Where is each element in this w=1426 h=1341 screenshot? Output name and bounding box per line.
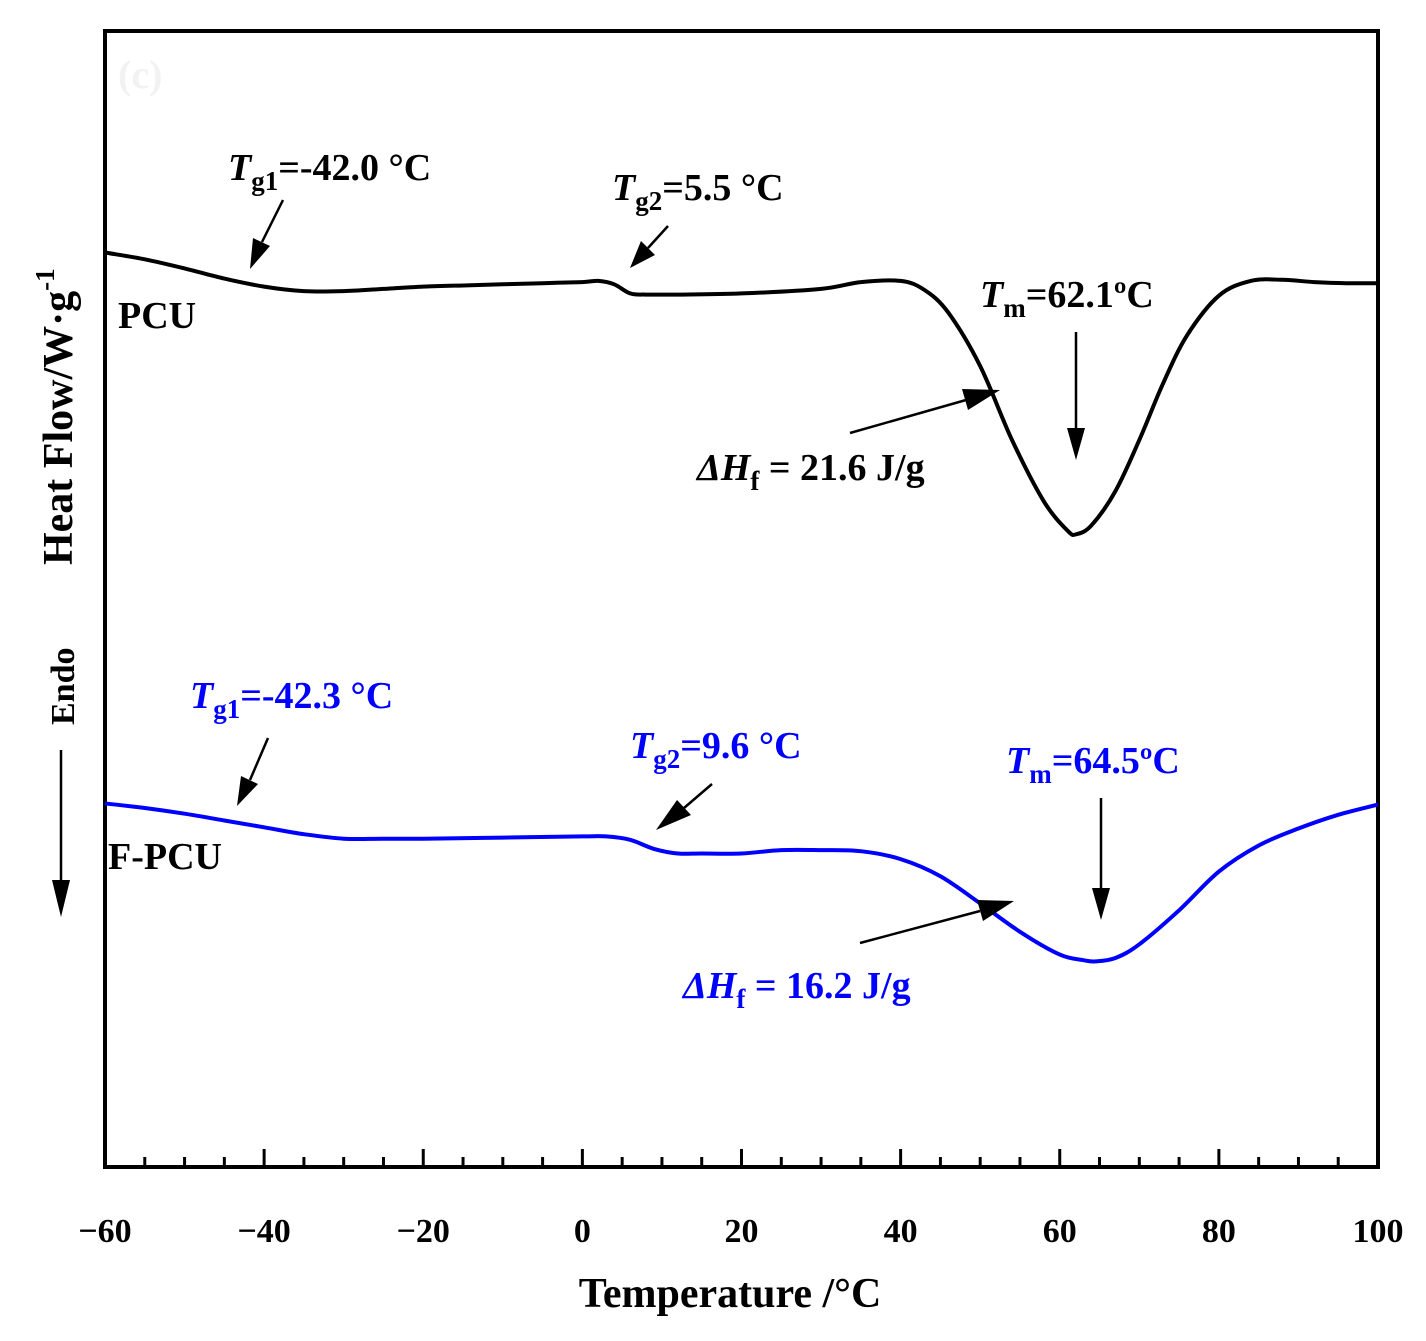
fpcu-dhf-sym: ΔH [681, 965, 738, 1007]
y-axis-title-sup: -1 [30, 268, 60, 291]
pcu-tg1-annotation: Tg1=-42.0 °C [228, 147, 431, 196]
x-tick-label: 0 [574, 1213, 591, 1250]
pcu-tg2-sub: g2 [635, 186, 662, 216]
pcu-dhf-value: = 21.6 J/g [759, 447, 924, 489]
fpcu-tm-sym: T [1006, 740, 1031, 782]
x-tick-label: −60 [78, 1213, 131, 1250]
panel-label: (c) [118, 52, 162, 97]
endo-label: Endo [45, 648, 82, 726]
pcu-tg1-arrow-shaft [260, 199, 285, 243]
x-axis-ticks [143, 1149, 1340, 1167]
pcu-tm-arrow-head [1067, 428, 1085, 460]
pcu-dhf-sub: f [750, 466, 760, 496]
pcu-tg2-value: =5.5 °C [662, 167, 783, 209]
fpcu-tg2-arrow-head [656, 800, 691, 830]
fpcu-dhf-value: = 16.2 J/g [745, 965, 910, 1007]
fpcu-tg1-value: =-42.3 °C [240, 675, 393, 717]
x-tick-label: 40 [884, 1213, 918, 1250]
pcu-tg1-sub: g1 [251, 166, 278, 196]
fpcu-tm-value: =64.5ºC [1052, 740, 1180, 782]
pcu-tg1-sym: T [228, 147, 253, 189]
fpcu-tm-arrow-head [1092, 888, 1110, 920]
fpcu-dhf-arrow-head [977, 900, 1014, 921]
x-tick-label: −40 [237, 1213, 290, 1250]
y-axis-title: Heat Flow/W·g-1 [30, 268, 82, 565]
pcu-tm-value: =62.1ºC [1026, 274, 1154, 316]
fpcu-tm-annotation: Tm=64.5ºC [1006, 740, 1180, 789]
pcu-curve-label: PCU [118, 295, 196, 337]
fpcu-tg2-annotation: Tg2=9.6 °C [630, 725, 802, 774]
pcu-dhf-arrow-head [962, 389, 1000, 410]
x-tick-label: 100 [1353, 1213, 1404, 1250]
x-tick-label: 20 [725, 1213, 759, 1250]
fpcu-tg1-arrow-shaft [248, 737, 270, 781]
pcu-dhf-sym: ΔH [695, 447, 752, 489]
pcu-dhf-annotation: ΔHf = 21.6 J/g [695, 447, 925, 496]
x-tick-label: 80 [1202, 1213, 1236, 1250]
fpcu-dhf-arrow-shaft [859, 909, 981, 945]
fpcu-tg1-sym: T [190, 675, 215, 717]
fpcu-dhf-sub: f [736, 984, 746, 1014]
fpcu-tg2-sym: T [630, 725, 655, 767]
fpcu-dhf-annotation: ΔHf = 16.2 J/g [681, 965, 911, 1014]
x-axis-title: Temperature /°C [579, 1271, 882, 1317]
fpcu-tg1-sub: g1 [213, 694, 240, 724]
pcu-tg2-sym: T [612, 167, 637, 209]
pcu-curve [104, 250, 1379, 538]
fpcu-tg1-arrow-head [237, 776, 258, 806]
x-tick-label: −20 [397, 1213, 450, 1250]
f-pcu-curve-label: F-PCU [108, 836, 222, 878]
pcu-tm-sym: T [980, 274, 1005, 316]
pcu-tg1-value: =-42.0 °C [278, 147, 431, 189]
y-axis-title-text: Heat Flow/W·g [36, 291, 82, 565]
pcu-tg2-annotation: Tg2=5.5 °C [612, 167, 784, 216]
endo-arrow-head [52, 880, 70, 917]
x-axis-tick-labels: −60 −40 −20 0 20 40 60 80 100 [78, 1213, 1403, 1250]
pcu-tm-sub: m [1003, 293, 1026, 323]
x-tick-label: 60 [1043, 1213, 1077, 1250]
pcu-tg2-arrow-head [630, 241, 655, 268]
fpcu-tg1-annotation: Tg1=-42.3 °C [190, 675, 393, 724]
pcu-tg2-arrow-shaft [647, 225, 669, 249]
pcu-tm-annotation: Tm=62.1ºC [980, 274, 1154, 323]
pcu-tg1-arrow-head [250, 238, 270, 269]
fpcu-tg2-arrow-shaft [683, 783, 713, 809]
fpcu-tm-sub: m [1029, 759, 1052, 789]
fpcu-tg2-sub: g2 [653, 744, 680, 774]
fpcu-tg2-value: =9.6 °C [680, 725, 801, 767]
pcu-dhf-arrow-shaft [849, 398, 967, 435]
f-pcu-curve [104, 801, 1379, 964]
